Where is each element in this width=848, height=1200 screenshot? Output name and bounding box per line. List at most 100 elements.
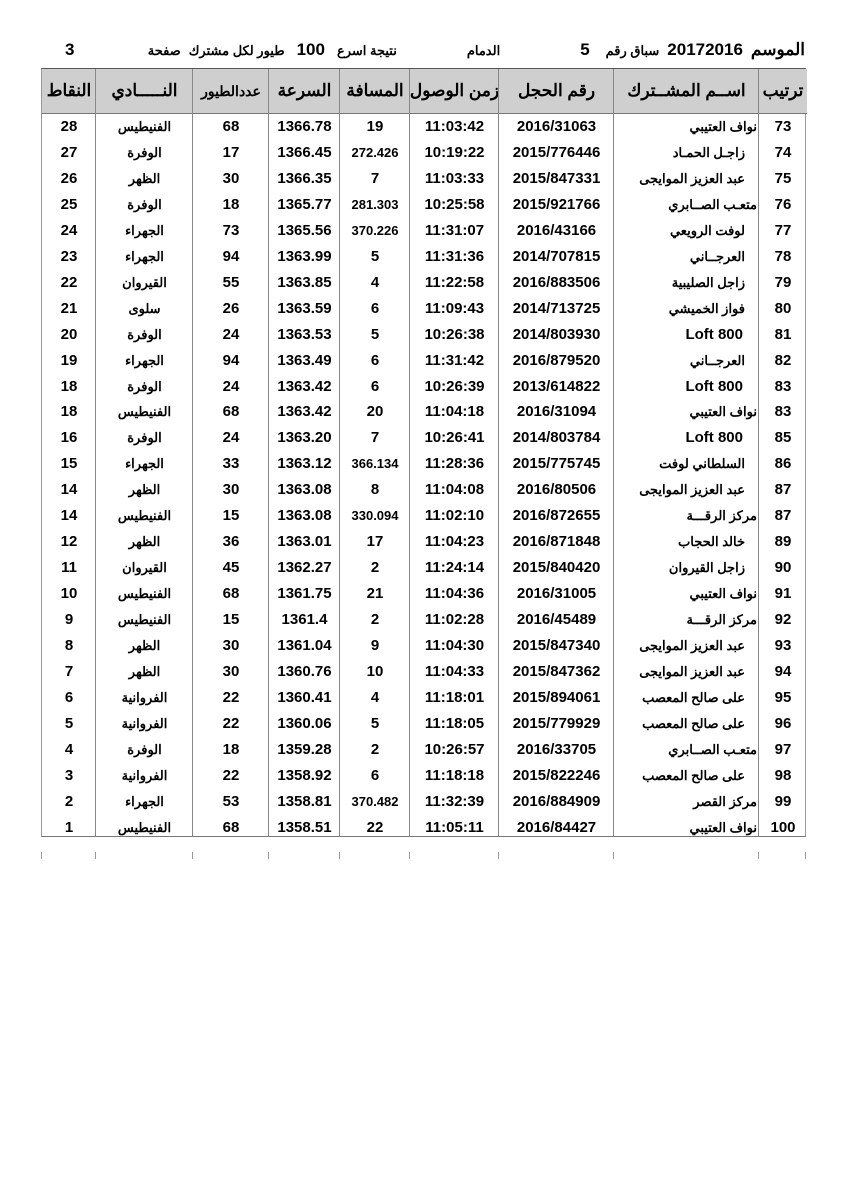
- cell-birds: 68: [222, 585, 240, 603]
- cell-distance: 2: [370, 740, 380, 758]
- cell-time: 11:05:11: [425, 818, 484, 836]
- cell-club: الظهر: [128, 663, 161, 679]
- cell-speed: 1363.12: [277, 455, 332, 473]
- footer-tick: [758, 852, 759, 859]
- column-header-distance: المسافة: [340, 69, 410, 114]
- race-label: سباق رقم: [605, 43, 660, 58]
- cell-distance: 6: [370, 351, 380, 369]
- cell-name: العرجــاني: [689, 352, 745, 368]
- cell-name: نواف العتيبي: [689, 586, 757, 602]
- cell-club: الوفرة: [127, 196, 162, 212]
- cell-points: 19: [60, 351, 78, 369]
- cell-name: فواز الخميشي: [668, 300, 745, 316]
- cell-time: 11:04:33: [424, 662, 485, 680]
- cell-points: 8: [64, 637, 74, 654]
- cell-time: 10:26:41: [424, 429, 485, 447]
- cell-speed: 1363.42: [277, 377, 332, 395]
- column-divider: [498, 69, 499, 836]
- cell-ring: 2016/84427: [516, 818, 597, 836]
- cell-club: الجهراء: [125, 352, 164, 368]
- cell-club: الظهر: [128, 638, 161, 653]
- cell-distance: 7: [370, 429, 380, 447]
- cell-points: 11: [61, 559, 77, 577]
- cell-name: مركز الرقـــة: [686, 612, 757, 628]
- cell-rank: 92: [774, 611, 792, 629]
- cell-ring: 2015/822246: [512, 766, 601, 784]
- page-label: صفحة: [147, 43, 181, 58]
- cell-time: 11:31:36: [424, 247, 485, 265]
- cell-speed: 1363.49: [277, 351, 332, 369]
- cell-distance: 8: [370, 481, 380, 499]
- cell-distance: 9: [370, 637, 380, 654]
- cell-points: 2: [64, 792, 74, 810]
- cell-speed: 1361.4: [281, 611, 328, 629]
- cell-rank: 99: [774, 792, 792, 810]
- cell-points: 20: [60, 325, 78, 343]
- cell-speed: 1366.45: [277, 143, 332, 161]
- results-table: النقاط النـــــادي عددالطيور السرعة المسافة ز…: [41, 68, 807, 837]
- cell-club: الظهر: [128, 170, 161, 186]
- cell-points: 14: [60, 507, 78, 525]
- cell-ring: 2016/31005: [516, 585, 597, 603]
- cell-rank: 94: [774, 662, 792, 680]
- cell-speed: 1366.78: [277, 118, 332, 135]
- cell-ring: 2015/894061: [512, 688, 601, 706]
- cell-distance: 5: [370, 714, 380, 732]
- cell-speed: 1363.59: [277, 299, 332, 317]
- cell-speed: 1360.41: [277, 688, 332, 706]
- cell-club: الفنيطيس: [117, 508, 172, 524]
- cell-ring: 2015/847340: [512, 637, 601, 654]
- cell-speed: 1363.20: [277, 429, 332, 447]
- cell-ring: 2015/776446: [512, 143, 601, 161]
- cell-birds: 24: [222, 429, 240, 447]
- cell-points: 22: [60, 273, 78, 291]
- cell-name: Loft 800: [685, 377, 743, 395]
- cell-time: 11:22:58: [424, 273, 485, 291]
- cell-club: الفروانية: [121, 689, 168, 705]
- column-divider: [192, 69, 193, 836]
- cell-time: 11:28:36: [424, 455, 485, 473]
- cell-birds: 68: [222, 818, 240, 836]
- cell-rank: 81: [774, 325, 792, 343]
- cell-points: 18: [60, 377, 78, 395]
- cell-birds: 30: [222, 481, 240, 499]
- cell-club: الجهراء: [125, 222, 164, 238]
- cell-time: 10:26:57: [424, 740, 485, 758]
- cell-speed: 1359.28: [277, 740, 332, 758]
- cell-birds: 68: [222, 403, 240, 421]
- race-number: 5: [580, 40, 590, 59]
- cell-distance: 281.303: [351, 196, 399, 212]
- column-divider: [409, 69, 410, 836]
- cell-time: 11:18:01: [424, 688, 485, 706]
- cell-ring: 2016/871848: [512, 533, 601, 551]
- cell-name: عبد العزيز الموايجى: [639, 482, 745, 498]
- cell-name: على صالح المعصب: [642, 715, 745, 731]
- cell-rank: 86: [774, 455, 792, 473]
- cell-points: 16: [60, 429, 78, 447]
- column-header-time: زمن الوصول: [410, 69, 499, 114]
- cell-points: 1: [64, 818, 74, 836]
- cell-distance: 4: [370, 688, 380, 706]
- cell-ring: 2014/713725: [512, 299, 601, 317]
- cell-speed: 1363.85: [277, 273, 332, 291]
- column-header-points: النقاط: [42, 69, 96, 114]
- cell-time: 11:04:36: [424, 585, 485, 603]
- cell-time: 11:04:30: [424, 637, 485, 654]
- cell-speed: 1363.08: [277, 481, 332, 499]
- cell-distance: 19: [366, 118, 384, 135]
- cell-points: 23: [60, 247, 78, 265]
- cell-club: الفنيطيس: [117, 819, 172, 835]
- cell-birds: 22: [222, 766, 240, 784]
- cell-club: الوفرة: [127, 430, 162, 446]
- cell-birds: 26: [222, 299, 240, 317]
- cell-club: الفنيطيس: [117, 586, 172, 602]
- cell-name: عبد العزيز الموايجى: [639, 170, 745, 186]
- cell-time: 11:32:39: [424, 792, 485, 810]
- cell-distance: 5: [370, 247, 380, 265]
- cell-club: الوفرة: [127, 378, 162, 394]
- cell-club: الوفرة: [127, 741, 162, 757]
- cell-name: Loft 800: [685, 325, 743, 343]
- cell-rank: 95: [774, 688, 792, 706]
- cell-rank: 75: [774, 169, 792, 187]
- cell-name: نواف العتيبي: [689, 119, 757, 134]
